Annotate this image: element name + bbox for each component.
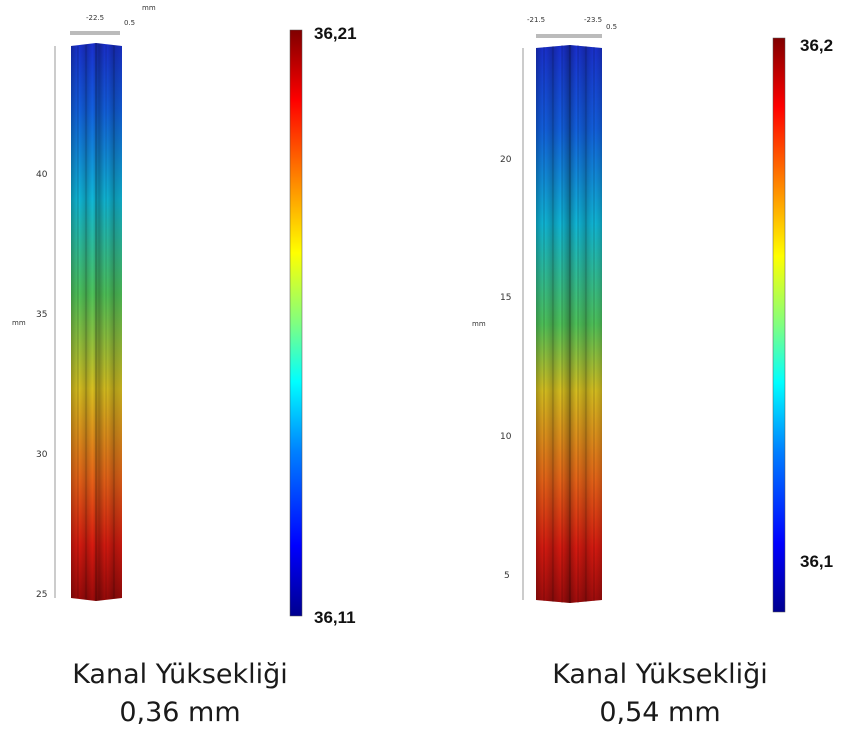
colorbar-max-label: 36,21 <box>314 24 357 43</box>
caption: Kanal Yüksekliği 0,54 mm <box>520 656 800 732</box>
caption: Kanal Yüksekliği 0,36 mm <box>40 656 320 732</box>
y-tick-25: 25 <box>36 590 47 600</box>
right-plot-svg: -21.5 -23.5 0.5 mm 20 15 10 5 <box>472 16 786 613</box>
colorbar-min-label: 36,11 <box>314 608 356 627</box>
top-axis-label-b: 0.5 <box>124 19 135 27</box>
right-panel: -21.5 -23.5 0.5 mm 20 15 10 5 36,2 36,1 … <box>424 0 848 742</box>
channel-temperature-field <box>536 45 602 603</box>
caption-title: Kanal Yüksekliği <box>72 659 288 690</box>
y-axis-unit: mm <box>12 319 26 327</box>
channel-temperature-field <box>71 43 122 601</box>
top-axis-label-a: -21.5 <box>527 16 545 24</box>
top-axis-bar <box>536 34 602 38</box>
colorbar <box>772 37 786 613</box>
colorbar-max-label: 36,2 <box>800 36 834 55</box>
caption-value: 0,36 mm <box>119 697 241 728</box>
y-tick-20: 20 <box>500 155 512 165</box>
top-axis-label-b: -23.5 <box>584 16 602 24</box>
left-plot-svg: -22.5 0.5 mm mm 40 35 30 25 <box>12 4 303 617</box>
top-axis-unit: mm <box>142 4 156 12</box>
colorbar <box>289 29 303 617</box>
top-axis-label-c: 0.5 <box>606 23 617 31</box>
y-tick-40: 40 <box>36 170 48 180</box>
left-panel: -22.5 0.5 mm mm 40 35 30 25 36,21 36,11 … <box>12 4 357 732</box>
top-axis-bar <box>70 31 120 35</box>
y-tick-10: 10 <box>500 432 512 442</box>
y-tick-30: 30 <box>36 450 48 460</box>
y-tick-15: 15 <box>500 293 511 303</box>
top-axis-label-a: -22.5 <box>86 14 104 22</box>
y-tick-5: 5 <box>504 571 510 581</box>
y-axis-unit: mm <box>472 320 486 328</box>
caption-value: 0,54 mm <box>599 697 721 728</box>
colorbar-min-label: 36,1 <box>800 552 834 571</box>
caption-title: Kanal Yüksekliği <box>552 659 768 690</box>
y-tick-35: 35 <box>36 310 47 320</box>
